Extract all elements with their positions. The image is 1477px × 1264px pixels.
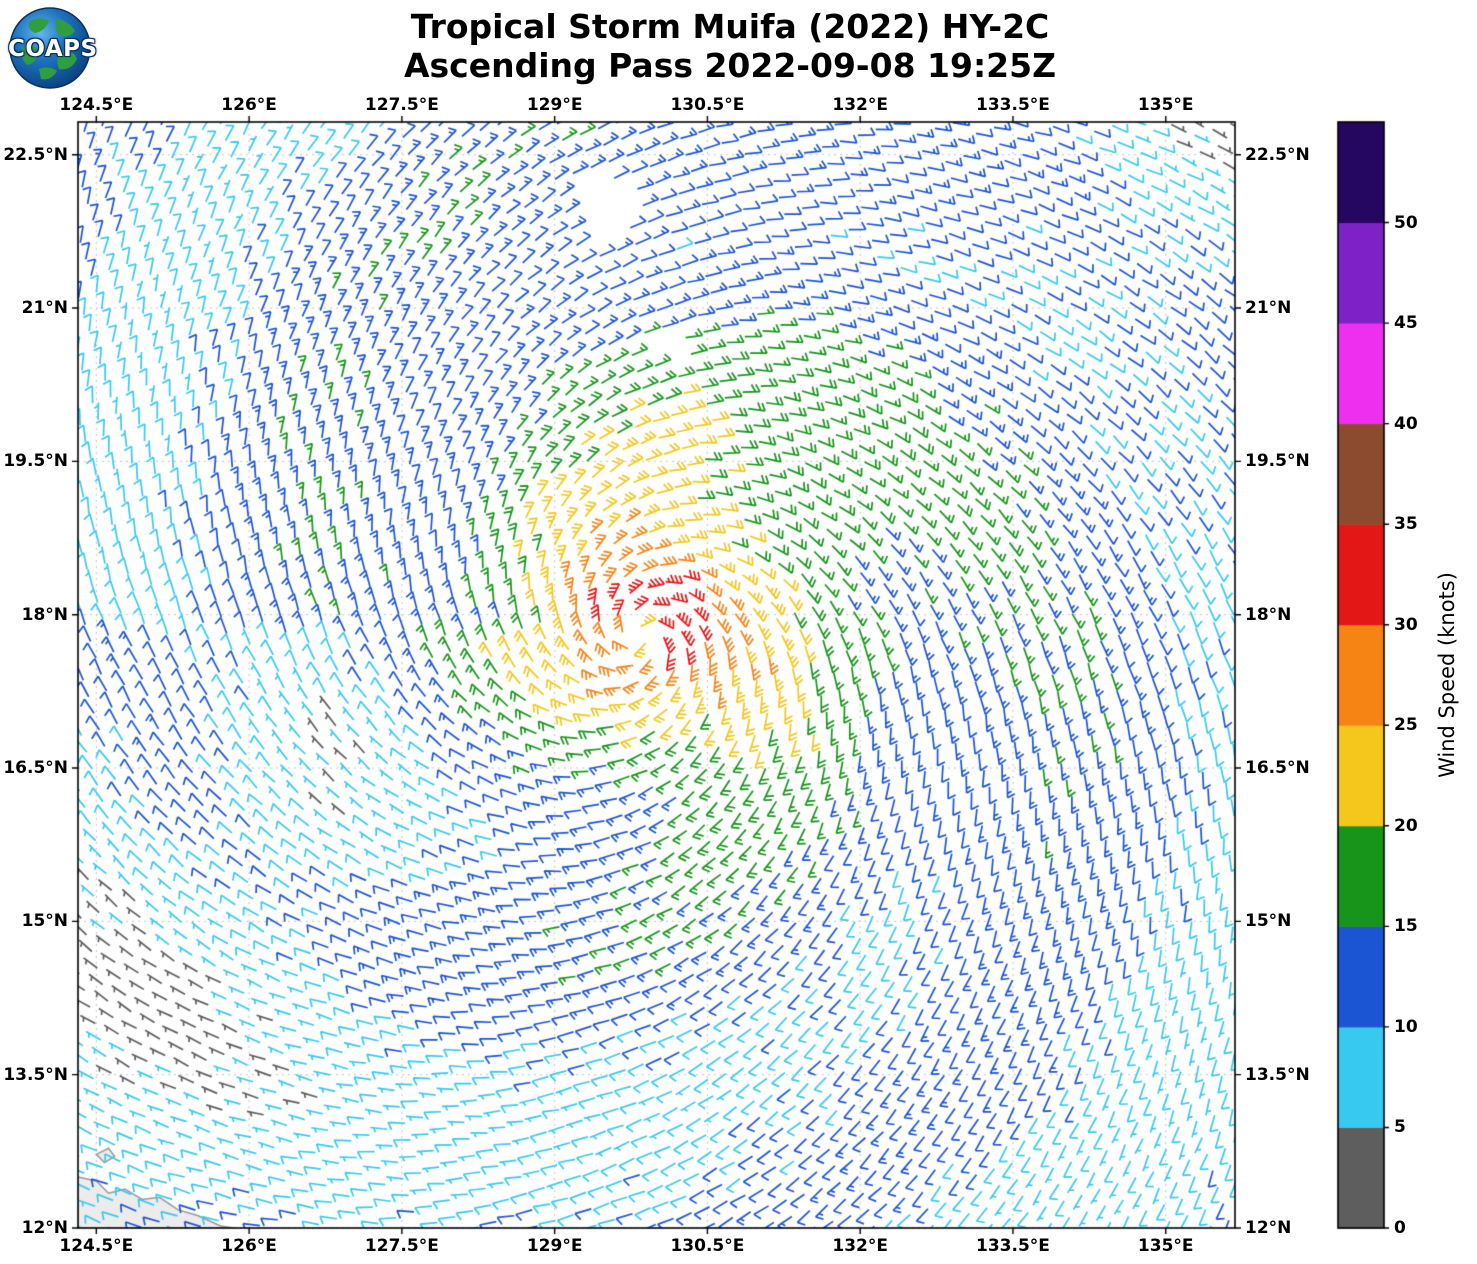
colorbar-axis-label: Wind Speed (knots) — [1435, 572, 1459, 778]
page-title: Tropical Storm Muifa (2022) HY-2C Ascend… — [0, 7, 1460, 85]
title-line-2: Ascending Pass 2022-09-08 19:25Z — [403, 45, 1057, 85]
coaps-logo-text: COAPS — [8, 36, 98, 62]
title-line-1: Tropical Storm Muifa (2022) HY-2C — [410, 7, 1050, 46]
coaps-logo: COAPS — [8, 6, 98, 90]
globe-icon — [9, 7, 91, 89]
